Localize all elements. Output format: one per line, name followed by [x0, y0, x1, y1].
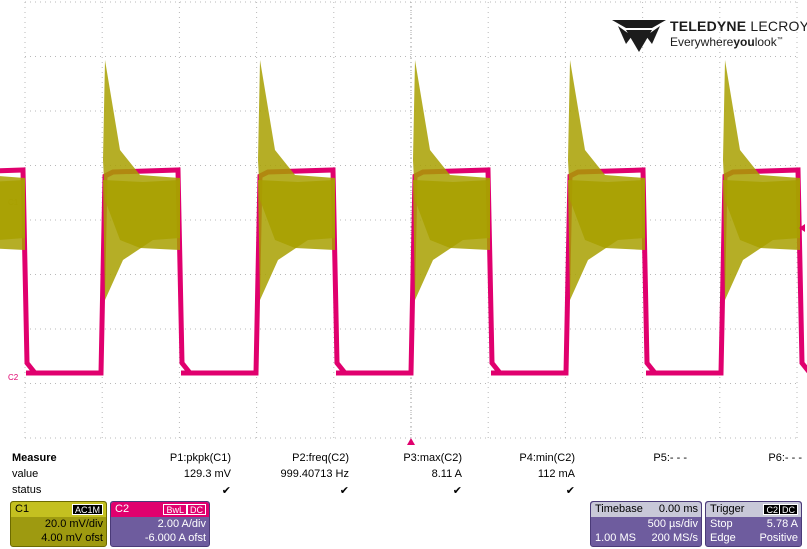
trigger-type: Edge — [710, 532, 736, 544]
waveform-canvas — [0, 1, 807, 445]
timebase-rate: 200 MS/s — [651, 532, 698, 544]
measure-table: Measure P1:pkpk(C1) P2:freq(C2) P3:max(C… — [0, 448, 807, 500]
c2-box-name: C2 — [115, 503, 130, 515]
c1-box-header: C1 AC1M — [11, 502, 106, 517]
c1-trace-band-low — [413, 180, 490, 300]
logo-brand: TELEDYNE LECROY — [670, 18, 807, 34]
trigger-slope: Positive — [759, 532, 798, 544]
p2-name[interactable]: P2:freq(C2) — [292, 452, 349, 464]
logo-tagline: Everywhereyoulook™ — [670, 35, 783, 49]
c2-channel-box[interactable]: C2 BwL DC 2.00 A/div -6.000 A ofst — [110, 501, 210, 547]
timebase-box[interactable]: Timebase 0.00 ms 500 µs/div 1.00 MS 200 … — [590, 501, 702, 547]
timebase-samples: 1.00 MS — [595, 532, 636, 544]
trigger-name: Trigger — [710, 503, 745, 515]
c2-bwl-tag: BwL — [163, 504, 187, 515]
trigger-box-header: Trigger C2 DC — [706, 502, 801, 517]
c2-offset: -6.000 A ofst — [144, 532, 206, 544]
waveform-display[interactable] — [0, 0, 807, 445]
measure-status-row: status ✔ ✔ ✔ ✔ — [0, 484, 807, 500]
logo-mark-icon — [612, 20, 666, 52]
c2-coupling-tag: DC — [187, 504, 206, 515]
p3-value: 8.11 A — [431, 468, 462, 480]
timebase-name: Timebase — [595, 503, 643, 515]
c1-vdiv: 20.0 mV/div — [44, 518, 103, 530]
trigger-mode: Stop — [710, 518, 733, 530]
p2-value: 999.40713 Hz — [280, 468, 350, 480]
c1-trace-band-low — [723, 180, 800, 300]
measure-value-row: value 129.3 mV 999.40713 Hz 8.11 A 112 m… — [0, 468, 807, 484]
p4-name[interactable]: P4:min(C2) — [519, 452, 575, 464]
p4-status-check-icon: ✔ — [565, 485, 575, 497]
trigger-coupling-tag: DC — [779, 504, 798, 515]
trigger-box[interactable]: Trigger C2 DC Stop 5.78 A Edge Positive — [705, 501, 802, 547]
trigger-position-marker-icon — [407, 438, 415, 445]
c2-trace-segment — [0, 167, 37, 375]
p1-status-check-icon: ✔ — [221, 485, 231, 497]
teledyne-lecroy-logo: TELEDYNE LECROY Everywhereyoulook™ — [612, 18, 807, 52]
p3-status-check-icon: ✔ — [452, 485, 462, 497]
c2-box-header: C2 BwL DC — [111, 502, 209, 517]
c1-box-name: C1 — [15, 503, 30, 515]
c1-trace-band-low — [568, 180, 645, 300]
measure-label: Measure — [12, 452, 57, 464]
c1-trace-band-low — [0, 180, 25, 240]
status-label: status — [12, 484, 42, 496]
c1-coupling-tag: AC1M — [71, 504, 103, 515]
c1-ground-marker[interactable]: C1 — [8, 198, 19, 207]
c1-trace-band-low — [103, 180, 180, 300]
timebase-tdiv: 500 µs/div — [647, 518, 698, 530]
p6-name[interactable]: P6:- - - — [768, 452, 802, 464]
c1-channel-box[interactable]: C1 AC1M 20.0 mV/div 4.00 mV ofst — [10, 501, 107, 547]
trigger-level-marker-icon — [799, 224, 805, 232]
c1-offset: 4.00 mV ofst — [41, 532, 103, 544]
c2-vdiv: 2.00 A/div — [157, 518, 206, 530]
timebase-delay: 0.00 ms — [658, 503, 698, 515]
p1-value: 129.3 mV — [183, 468, 231, 480]
trigger-level: 5.78 A — [766, 518, 798, 530]
timebase-box-header: Timebase 0.00 ms — [591, 502, 701, 517]
value-label: value — [12, 468, 39, 480]
p5-name[interactable]: P5:- - - — [653, 452, 687, 464]
measure-header-row: Measure P1:pkpk(C1) P2:freq(C2) P3:max(C… — [0, 452, 807, 468]
p2-status-check-icon: ✔ — [339, 485, 349, 497]
p1-name[interactable]: P1:pkpk(C1) — [169, 452, 231, 464]
p4-value: 112 mA — [537, 468, 575, 480]
c1-trace-band-low — [258, 180, 335, 300]
p3-name[interactable]: P3:max(C2) — [403, 452, 462, 464]
c2-ground-marker[interactable]: C2 — [8, 373, 19, 382]
